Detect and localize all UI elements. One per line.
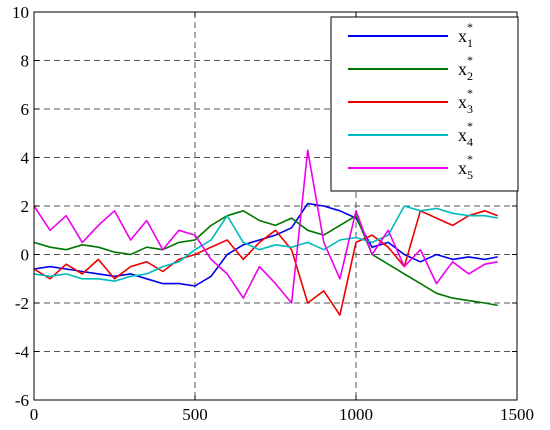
y-tick-label: 2 <box>21 197 30 216</box>
legend-box <box>330 16 519 192</box>
series-line-5 <box>33 149 498 304</box>
axis-ticks: 0 500 1000 1500 -6 -4 -2 0 2 4 6 8 10 <box>12 3 534 424</box>
y-tick-label: -2 <box>15 294 29 313</box>
legend-label-1: x1* <box>458 20 473 50</box>
legend-label-2: x2* <box>458 53 473 83</box>
y-tick-label: -4 <box>15 343 30 362</box>
y-tick-label: -6 <box>15 391 29 410</box>
series-lines <box>33 149 498 316</box>
x-tick-label: 1000 <box>339 405 373 424</box>
legend-label-5: x5* <box>458 152 473 182</box>
legend-label-3: x3* <box>458 86 473 116</box>
x-tick-label: 0 <box>30 405 39 424</box>
legend-label-4: x4* <box>458 119 473 149</box>
x-tick-label: 1500 <box>500 405 534 424</box>
legend: x1* x2* x3* x4* x5* <box>330 16 519 192</box>
series-line-4 <box>33 205 498 283</box>
x-tick-label: 500 <box>182 405 208 424</box>
y-tick-label: 8 <box>21 52 30 71</box>
y-tick-label: 10 <box>12 3 29 22</box>
y-tick-label: 6 <box>21 100 30 119</box>
series-line-2 <box>33 210 498 307</box>
y-tick-label: 0 <box>21 246 30 265</box>
y-tick-label: 4 <box>21 149 30 168</box>
series-line-3 <box>33 210 498 316</box>
